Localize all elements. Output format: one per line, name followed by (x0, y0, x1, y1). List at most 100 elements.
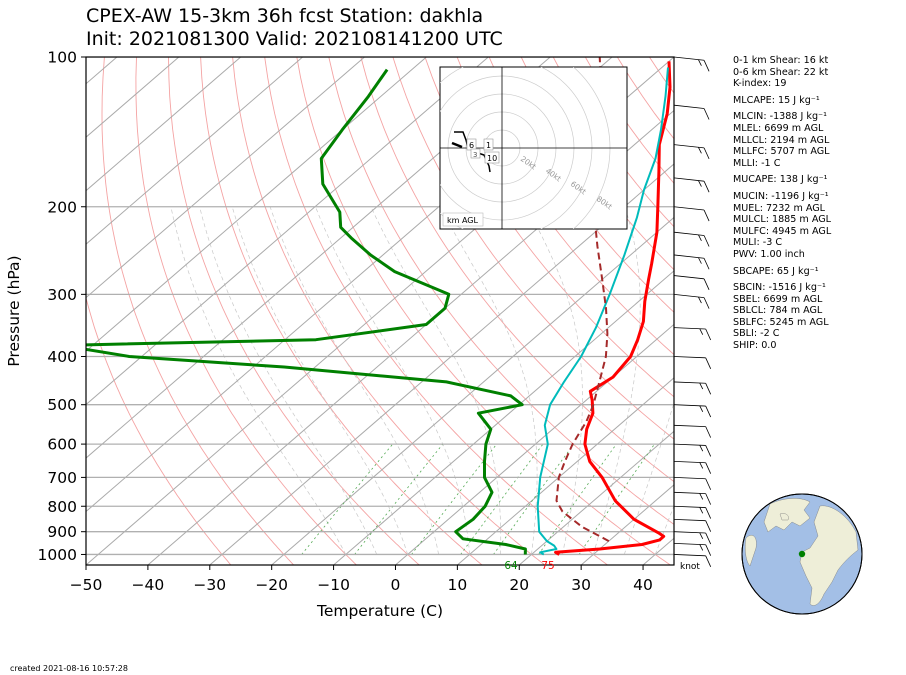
isotherm (86, 57, 180, 138)
dry-adiabat (135, 57, 357, 565)
temperature-line (554, 61, 672, 556)
wind-barb (673, 531, 706, 534)
wind-barb (699, 445, 704, 452)
index-row: MUCIN: -1196 J kg⁻¹ (733, 190, 829, 202)
wind-barb (698, 59, 702, 66)
wind-barb (673, 460, 706, 464)
x-tick-label: 30 (571, 576, 591, 594)
wind-barb (673, 231, 705, 236)
wind-barb (673, 554, 706, 557)
wind-barb (673, 293, 705, 299)
isotherm (518, 430, 674, 565)
wind-barb (705, 478, 712, 490)
wind-barb (699, 532, 704, 539)
moist-adiabat (231, 206, 409, 555)
hodograph: 20kt 40kt 60kt 80kt 6 1 3 10 km AGL (439, 66, 628, 230)
isotherm (86, 57, 242, 192)
wind-barb (705, 493, 712, 505)
index-row: PWV: 1.00 inch (733, 248, 805, 260)
wind-barb (705, 445, 712, 457)
dry-adiabat (264, 57, 608, 565)
wind-barb (673, 518, 706, 522)
dry-adiabat (520, 57, 674, 271)
wind-barb (673, 356, 706, 359)
hodograph-units-label: km AGL (447, 216, 479, 225)
wind-barb (673, 254, 705, 259)
mixing-ratio-line (354, 443, 444, 555)
x-tick-label: −30 (193, 576, 226, 594)
index-row: MLEL: 6699 m AGL (733, 122, 824, 134)
wind-barb (699, 405, 704, 412)
y-tick-label: 100 (47, 49, 77, 67)
isotherm (86, 57, 490, 406)
hodograph-height-label: 1 (486, 141, 491, 150)
wind-barb (699, 462, 704, 469)
x-tick-label: 0 (391, 576, 401, 594)
wind-barb (705, 532, 712, 545)
dry-adiabat (200, 57, 483, 565)
index-row: SBCIN: -1516 J kg⁻¹ (733, 282, 826, 294)
hodograph-height-label: 6 (469, 141, 474, 150)
dewpoint-line (536, 67, 669, 556)
y-tick-label: 400 (47, 348, 77, 366)
moist-adiabat (370, 206, 502, 555)
index-row: SBEL: 6699 m AGL (733, 293, 823, 305)
dry-adiabat (360, 57, 674, 483)
x-tick-label: −20 (255, 576, 288, 594)
x-tick-label: −50 (70, 576, 103, 594)
y-tick-label: 300 (47, 286, 77, 304)
index-row: MULCL: 1885 m AGL (733, 214, 832, 226)
isotherm (86, 57, 428, 352)
isotherm (333, 270, 674, 565)
moist-adiabat (170, 206, 347, 555)
wind-barb (673, 275, 705, 280)
y-axis-label: Pressure (hPa) (5, 255, 23, 366)
y-tick-label: 200 (47, 198, 77, 216)
index-row: K-index: 19 (733, 78, 787, 90)
dry-adiabat (424, 57, 674, 398)
wind-barb (703, 147, 710, 160)
dry-adiabat (168, 57, 420, 565)
index-row: SBLI: -2 C (733, 328, 780, 340)
wind-units-label: knot (680, 562, 700, 572)
hodograph-trace (451, 141, 463, 149)
dry-adiabat (488, 57, 674, 313)
index-row: 0-1 km Shear: 16 kt (733, 55, 829, 66)
x-tick-label: −10 (317, 576, 350, 594)
x-tick-label: 20 (509, 576, 529, 594)
wind-barb (673, 491, 706, 495)
wind-barb (705, 555, 712, 567)
moist-adiabat (199, 206, 378, 555)
stability-indices: 0-1 km Shear: 16 kt 0-6 km Shear: 22 kt K-… (733, 55, 831, 352)
chart-title-line-2: Init: 2021081300 Valid: 202108141200 UTC (86, 28, 503, 50)
x-tick-label: −40 (132, 576, 165, 594)
wind-barb (703, 181, 710, 193)
wind-barbs (673, 56, 712, 567)
wind-barb (705, 507, 712, 519)
y-tick-label: 700 (47, 469, 77, 487)
wind-barb (703, 235, 710, 247)
wind-barb (705, 520, 712, 532)
dry-adiabat (842, 57, 906, 565)
wind-barb (705, 357, 712, 370)
isotherm (271, 216, 674, 565)
wind-barb (673, 424, 706, 428)
skewt-background-lines (86, 57, 906, 565)
index-row: SBLFC: 5245 m AGL (733, 316, 829, 328)
dry-adiabat (328, 57, 674, 525)
wind-barb (673, 144, 705, 149)
wind-barb (673, 542, 706, 546)
wind-barb (698, 180, 702, 187)
surface-temperature-label: 75 (541, 560, 554, 572)
index-row: 0-6 km Shear: 22 kt (733, 66, 829, 78)
index-row: SBLCL: 784 m AGL (733, 305, 823, 317)
wind-barb (673, 443, 706, 446)
dry-adiabat (86, 296, 232, 565)
wind-barb (673, 177, 705, 182)
wind-barb (705, 426, 712, 438)
wind-barb (703, 209, 710, 222)
mixing-ratio-line (460, 443, 544, 555)
wind-barb (673, 56, 705, 61)
wind-barb (673, 505, 706, 508)
y-tick-label: 900 (47, 523, 77, 541)
